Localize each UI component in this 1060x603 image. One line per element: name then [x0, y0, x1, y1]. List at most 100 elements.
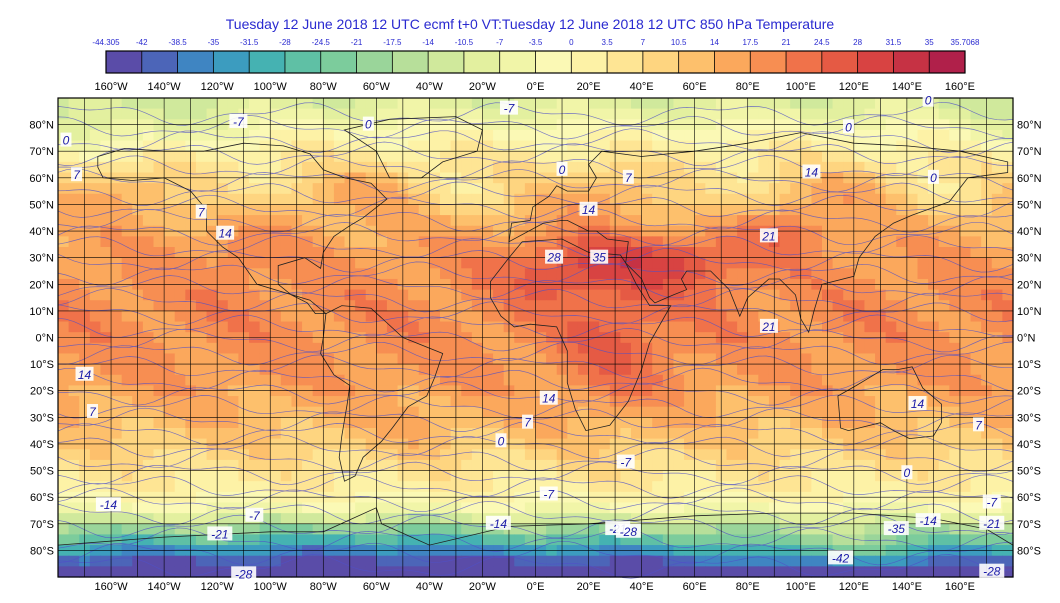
longitude-label: 60°E	[683, 581, 707, 593]
colorbar-tick-label: 31.5	[886, 38, 902, 47]
latitude-label: 20°N	[29, 279, 54, 291]
contour-label-bg	[579, 201, 598, 216]
contour-label-bg	[522, 414, 534, 429]
longitude-label: 20°W	[469, 581, 497, 593]
coastline-south-america	[320, 305, 444, 482]
colorbar-swatch	[499, 51, 536, 73]
contour-label-bg	[539, 486, 558, 501]
latitude-label: 60°N	[1017, 173, 1042, 185]
contour-label-bg	[95, 497, 121, 512]
contour-label: -28	[235, 567, 253, 581]
contour-label: 0	[925, 94, 932, 108]
contour-label-bg	[802, 164, 821, 179]
contour-label-bg	[86, 404, 98, 419]
contour-label: 0	[904, 466, 911, 480]
colorbar-swatch	[249, 51, 286, 73]
colorbar-swatch	[929, 51, 966, 73]
colorbar-tick-label: -24.5	[312, 38, 331, 47]
longitude-label: 140°W	[148, 81, 182, 93]
contour-label-bg	[231, 566, 257, 581]
contour-label: -14	[100, 498, 118, 512]
contour-label-bg	[539, 390, 558, 405]
contour-label: 14	[582, 203, 596, 217]
colorbar-tick-label: -44.305	[92, 38, 120, 47]
contour-label-bg	[590, 249, 609, 264]
latitude-label: 20°N	[1017, 279, 1042, 291]
contour-label-bg	[828, 550, 854, 565]
longitude-label: 140°E	[892, 81, 922, 93]
longitude-label: 80°W	[310, 81, 338, 93]
contour-label-bg	[915, 513, 941, 528]
contour-label: 21	[761, 320, 775, 334]
colorbar-tick-label: -42	[136, 38, 148, 47]
colorbar-swatch	[106, 51, 143, 73]
contour-label: 14	[911, 397, 925, 411]
colorbar-tick-label: -14	[422, 38, 434, 47]
longitude-label: 80°E	[736, 581, 760, 593]
colorbar-tick-label: -17.5	[383, 38, 402, 47]
contour-label-bg	[616, 454, 635, 469]
contour-label-bg	[622, 169, 634, 184]
latitude-label: 50°S	[1017, 466, 1041, 478]
latitude-label: 80°N	[29, 120, 54, 132]
latitude-label: 40°N	[1017, 226, 1042, 238]
colorbar-swatch	[893, 51, 930, 73]
longitude-label: 20°E	[577, 581, 601, 593]
latitude-label: 80°S	[1017, 545, 1041, 557]
colorbar-tick-label: -35	[208, 38, 220, 47]
colorbar-tick-label: 35	[925, 38, 934, 47]
latitude-label: 50°N	[29, 199, 54, 211]
colorbar-swatch	[571, 51, 608, 73]
latitude-label: 80°S	[30, 545, 54, 557]
longitude-label: 140°W	[148, 581, 182, 593]
contour-label: 0	[365, 118, 372, 132]
contour-label: -21	[211, 527, 228, 541]
latitude-label: 70°N	[1017, 146, 1042, 158]
colorbar-tick-label: 21	[782, 38, 791, 47]
latitude-label: 40°S	[1017, 439, 1041, 451]
contour-label: 7	[89, 405, 97, 419]
contour-label: 14	[218, 227, 232, 241]
longitude-label: 160°E	[945, 81, 975, 93]
latitude-label: 60°N	[29, 173, 54, 185]
contour-label: -14	[919, 514, 937, 528]
latitude-label: 30°N	[1017, 253, 1042, 265]
latitude-label: 0°N	[36, 333, 55, 345]
longitude-label: 160°E	[945, 581, 975, 593]
longitude-label: 160°W	[94, 581, 128, 593]
contour-label-bg	[60, 132, 72, 147]
latitude-label: 10°N	[29, 306, 54, 318]
colorbar-tick-label: -3.5	[529, 38, 543, 47]
colorbar-swatch	[392, 51, 429, 73]
latitude-label: 10°N	[1017, 306, 1042, 318]
longitude-label: 40°E	[630, 81, 654, 93]
latitude-label: 30°N	[29, 253, 54, 265]
longitude-label: 0°E	[527, 81, 545, 93]
colorbar-swatch	[284, 51, 322, 73]
chart-title: Tuesday 12 June 2018 12 UTC ecmf t+0 VT:…	[225, 16, 835, 32]
longitude-label: 120°E	[839, 81, 869, 93]
longitude-label: 0°E	[527, 581, 545, 593]
contour-label: -7	[233, 115, 245, 129]
contour-label: 21	[761, 229, 775, 243]
colorbar-swatch	[141, 51, 179, 73]
contour-label-bg	[195, 204, 207, 219]
colorbar-swatch	[678, 51, 715, 73]
contour-label-bg	[362, 116, 374, 131]
longitude-label: 20°E	[577, 81, 601, 93]
latitude-label: 70°N	[29, 146, 54, 158]
colorbar-tick-label: -31.5	[240, 38, 259, 47]
colorbar: -44.305 -42 -38.5 -35 -31.5 -28 -24.5 -21 -17.5 -…	[92, 38, 980, 74]
colorbar-tick-label: -28	[279, 38, 291, 47]
contour-label: 0	[559, 163, 566, 177]
colorbar-tick-label: 14	[710, 38, 719, 47]
colorbar-tick-label: 10.5	[671, 38, 687, 47]
latitude-label: 70°S	[1017, 519, 1041, 531]
colorbar-tick-label: 3.5	[602, 38, 614, 47]
colorbar-tick-label: 35.7068	[951, 38, 980, 47]
longitude-label: 120°W	[201, 81, 235, 93]
colorbar-swatch	[750, 51, 787, 73]
contour-label: 0	[930, 171, 937, 185]
contour-label-bg	[927, 169, 939, 184]
